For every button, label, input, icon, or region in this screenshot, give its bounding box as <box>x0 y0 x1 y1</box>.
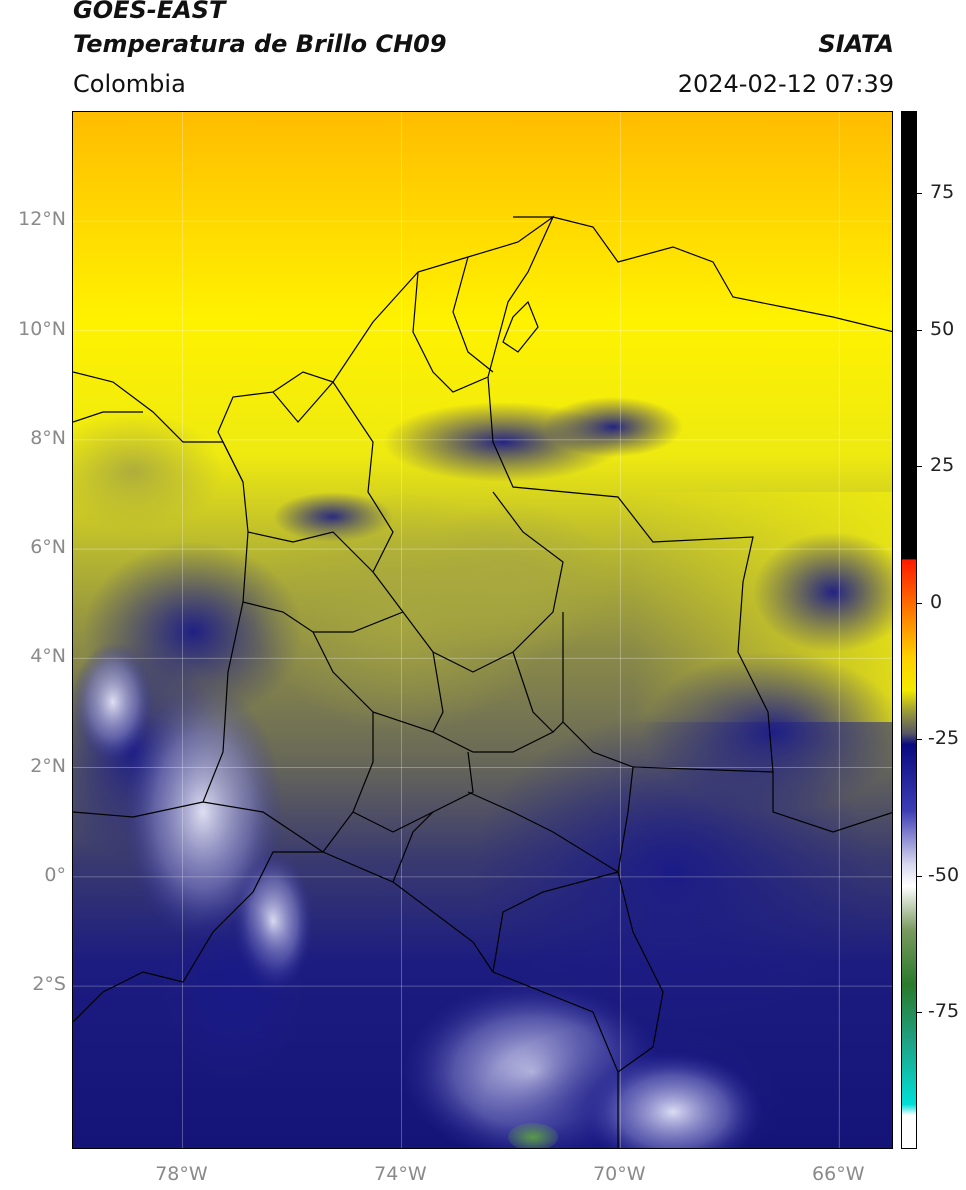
border-line <box>492 871 619 973</box>
border-line <box>467 791 619 873</box>
cloud-blob <box>163 902 303 1082</box>
lat-tick-label: 8°N <box>30 426 66 449</box>
border-line <box>372 711 564 753</box>
cloud-blob <box>508 1123 558 1148</box>
border-line <box>392 811 434 883</box>
lon-tick-label: 78°W <box>155 1163 208 1185</box>
lat-tick-label: 2°N <box>30 754 66 777</box>
colorbar-tick-label: -75 <box>928 1000 960 1023</box>
border-line <box>272 371 334 393</box>
border-line <box>512 651 554 733</box>
border-line <box>73 371 244 483</box>
colorbar-tick <box>917 602 922 604</box>
colorbar-tick-label: 50 <box>930 317 955 340</box>
border-line <box>73 851 323 1023</box>
graticule <box>73 112 892 1148</box>
colorbar-tick <box>917 466 922 468</box>
border-line <box>202 215 774 1073</box>
border-line <box>502 300 539 353</box>
border-line <box>313 611 404 633</box>
cloud-blob <box>413 502 613 662</box>
lon-tick-label: 74°W <box>374 1163 427 1185</box>
brightness-temperature-map <box>73 112 892 1148</box>
colorbar-tick <box>917 329 922 331</box>
border-line <box>247 531 374 573</box>
border-line <box>412 271 489 393</box>
lat-tick-label: 6°N <box>30 536 66 559</box>
cloud-blob <box>73 642 153 762</box>
cloud-blob <box>543 397 683 457</box>
lat-tick-label: 12°N <box>18 208 66 231</box>
colorbar-tick <box>917 1012 922 1014</box>
timestamp-label: 2024-02-12 07:39 <box>677 70 894 98</box>
lat-tick-label: 4°N <box>30 645 66 668</box>
colorbar-tick-label: -25 <box>928 727 960 750</box>
borders <box>73 215 892 1148</box>
border-line <box>772 772 892 833</box>
satellite-title: GOES-EAST <box>73 0 226 24</box>
organization-label: SIATA <box>818 30 894 58</box>
region-label: Colombia <box>73 70 186 98</box>
colorbar <box>901 111 917 1149</box>
map-canvas[interactable] <box>72 111 893 1149</box>
border-line <box>73 801 204 818</box>
border-line <box>432 651 444 733</box>
border-line <box>242 601 374 853</box>
colorbar-tick-label: 25 <box>930 454 955 477</box>
cloud-blob <box>473 712 873 1032</box>
colorbar-tick-label: -50 <box>928 863 960 886</box>
colorbar-tick-label: 0 <box>930 590 943 613</box>
border-line <box>332 381 564 673</box>
lon-tick-label: 70°W <box>593 1163 646 1185</box>
colorbar-tick <box>917 739 922 741</box>
border-line <box>73 411 143 423</box>
border-line <box>513 216 892 333</box>
colorbar-tick <box>917 192 922 194</box>
lat-tick-label: 0° <box>44 863 66 886</box>
colorbar-tick-label: 75 <box>930 180 955 203</box>
cloud-blob <box>583 1052 763 1148</box>
cloud-blob <box>753 532 892 652</box>
border-line <box>562 612 634 768</box>
colorbar-tick <box>917 875 922 877</box>
lon-tick-label: 66°W <box>812 1163 865 1185</box>
product-title: Temperatura de Brillo CH09 <box>73 30 447 58</box>
lat-tick-label: 2°S <box>32 973 66 996</box>
border-line <box>452 256 494 373</box>
lat-tick-label: 10°N <box>18 317 66 340</box>
